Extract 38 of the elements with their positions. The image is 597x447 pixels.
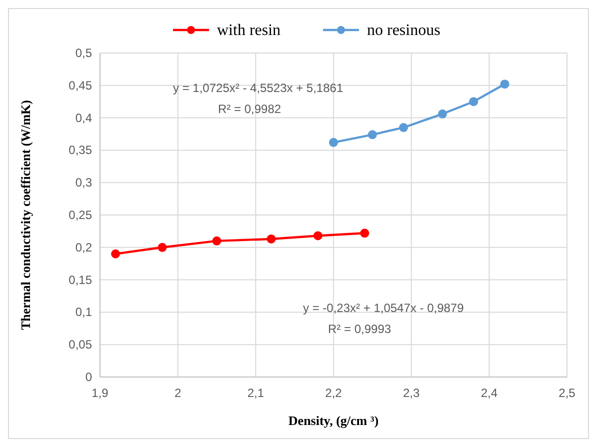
annotation: y = 1,0725x² - 4,5523x + 5,1861 [173,81,344,95]
annotation: y = -0,23x² + 1,0547x - 0,9879 [303,301,464,315]
x-tick-label: 2,4 [480,386,498,400]
x-tick-label: 2,2 [325,386,342,400]
point [469,97,478,106]
y-tick-label: 0,25 [68,208,92,222]
point [313,231,322,240]
x-tick-label: 2,3 [402,386,420,400]
annotation: R² = 0,9993 [328,322,392,336]
y-tick-label: 0,05 [68,338,92,352]
point [266,234,276,244]
point [158,242,167,252]
y-tick-label: 0,2 [75,240,92,254]
legend-label: with resin [217,22,281,39]
point [399,123,408,132]
x-tick-label: 1,9 [92,386,109,400]
y-tick-label: 0,5 [75,46,92,60]
point [212,236,222,246]
x-axis-title: Density, (g/cm ³) [288,413,379,428]
y-tick-label: 0 [85,370,92,384]
point [360,228,370,238]
x-tick-label: 2,5 [558,386,576,400]
y-tick-label: 0,3 [75,176,92,190]
point [438,109,447,118]
x-tick-label: 2 [174,386,182,400]
annotation: R² = 0,9982 [218,102,282,116]
point [329,138,338,147]
point [111,249,120,258]
y-tick-label: 0,1 [75,305,92,320]
legend-label: no resinous [367,22,440,39]
y-tick-label: 0,4 [75,110,92,125]
y-axis-title: Thermal conductivity coefficient (W/mK) [18,100,33,330]
y-tick-label: 0,15 [68,272,92,287]
point [500,80,510,89]
y-tick-label: 0,35 [68,143,92,158]
x-tick-label: 2,1 [247,386,264,400]
point [368,130,377,140]
y-tick-label: 0,45 [68,78,92,92]
